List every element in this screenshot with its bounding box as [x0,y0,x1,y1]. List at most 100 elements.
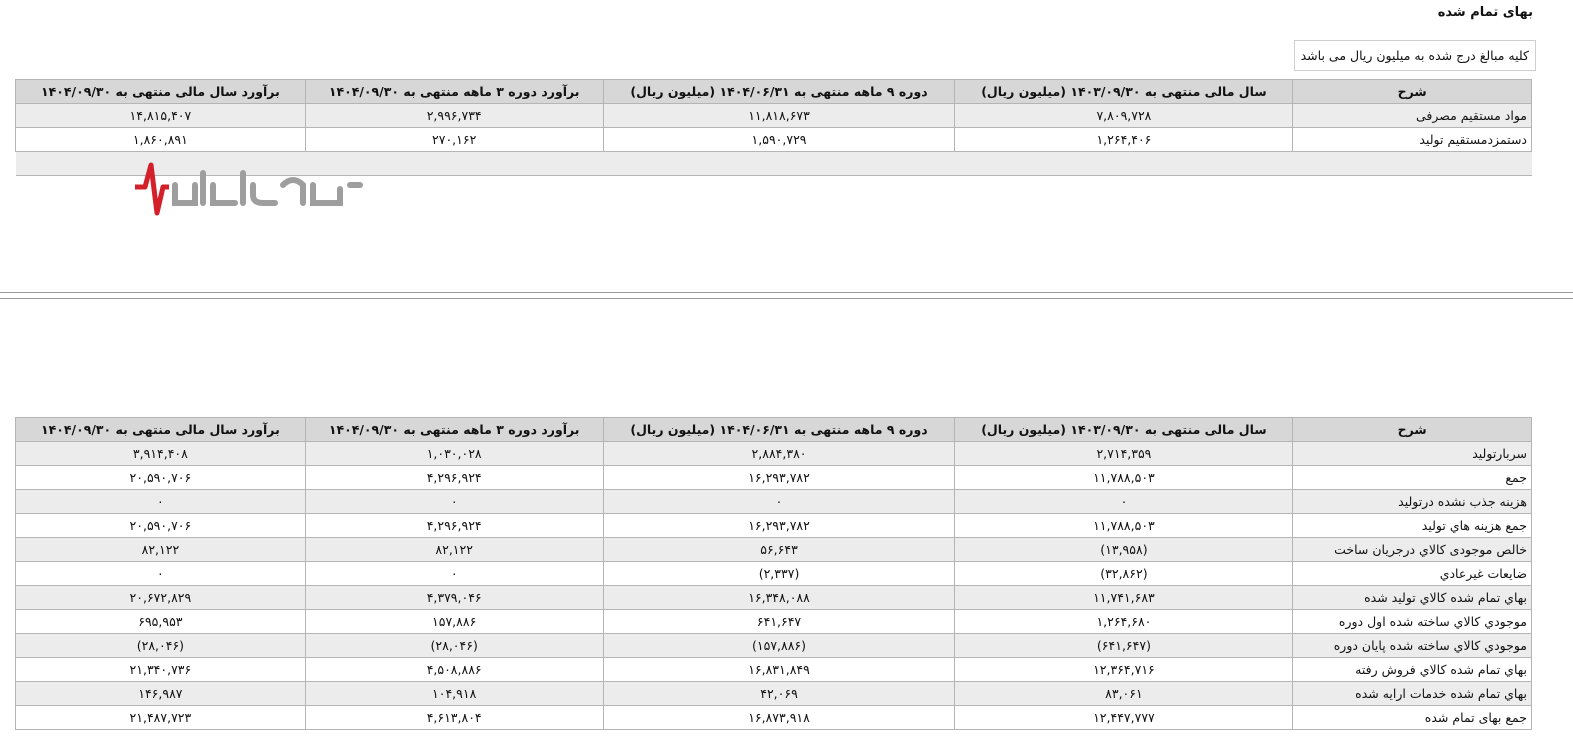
row-label: موجودي كالاي ساخته شده اول دوره [1292,609,1532,634]
table-cell: ۱,۵۹۰,۷۲۹ [602,127,956,152]
row-label: خالص موجودی كالاي درجريان ساخت [1292,537,1532,562]
table-cell: ۱۰۴,۹۱۸ [304,681,604,706]
table-header-row: شرح سال مالی منتهی به ۱۴۰۳/۰۹/۳۰ (میلیون… [15,79,1532,104]
cost-of-goods-table: شرح سال مالی منتهی به ۱۴۰۳/۰۹/۳۰ (میلیون… [15,417,1532,730]
table-cell: ۸۲,۱۲۲ [304,537,604,562]
table-footer-cell [15,151,1532,176]
row-label: بهاي تمام شده خدمات ارايه شده [1292,681,1532,706]
table-row: بهاي تمام شده كالاي فروش رفته ۱۲,۳۶۴,۷۱۶ ۱… [15,657,1532,682]
column-header-9month-1404: دوره ۹ ماهه منتهی به ۱۴۰۴/۰۶/۳۱ (میلیون … [602,417,956,442]
table-cell: ۰ [304,489,604,514]
table-cell: ۲,۹۹۶,۷۳۴ [304,103,604,128]
table-cell: ۱۱,۷۴۱,۶۸۳ [954,585,1294,610]
table-cell: (۲۸,۰۴۶) [304,633,604,658]
table-cell: ۴۲,۰۶۹ [602,681,956,706]
table-cell: ۴,۲۹۶,۹۲۴ [304,513,604,538]
table-footer-row [15,151,1532,176]
table-cell: ۲۱,۳۴۰,۷۳۶ [15,657,306,682]
table-cell: ۳,۹۱۴,۴۰۸ [15,441,306,466]
row-label: مواد مستقیم مصرفی [1292,103,1532,128]
table-row: بهاي تمام شده كالاي توليد شده ۱۱,۷۴۱,۶۸۳ ۱… [15,585,1532,610]
row-label: بهاي تمام شده كالاي توليد شده [1292,585,1532,610]
table-row: سربارتولید ۲,۷۱۴,۳۵۹ ۲,۸۸۴,۳۸۰ ۱,۰۳۰,۰۲۸ ۳,۹… [15,441,1532,466]
table-cell: (۱۳,۹۵۸) [954,537,1294,562]
table-cell: (۶۴۱,۶۴۷) [954,633,1294,658]
table-cell: ۷,۸۰۹,۷۲۸ [954,103,1294,128]
table-row: خالص موجودی كالاي درجريان ساخت (۱۳,۹۵۸) ۵۶… [15,537,1532,562]
table-row: بهاي تمام شده خدمات ارايه شده ۸۳,۰۶۱ ۴۲,۰۶… [15,681,1532,706]
row-label: بهاي تمام شده كالاي فروش رفته [1292,657,1532,682]
table-cell: ۱۱,۸۱۸,۶۷۳ [602,103,956,128]
row-label: جمع بهای تمام شده [1292,705,1532,730]
table-cell: (۲,۳۳۷) [602,561,956,586]
table-cell: ۴,۲۹۶,۹۲۴ [304,465,604,490]
table-body: سربارتولید ۲,۷۱۴,۳۵۹ ۲,۸۸۴,۳۸۰ ۱,۰۳۰,۰۲۸ ۳,۹… [15,441,1532,730]
table-cell: ۲۰,۵۹۰,۷۰۶ [15,465,306,490]
row-label: سربارتولید [1292,441,1532,466]
column-header-fy1403: سال مالی منتهی به ۱۴۰۳/۰۹/۳۰ (میلیون ریا… [954,79,1294,104]
column-header-description: شرح [1292,79,1532,104]
table-cell: ۲۰,۵۹۰,۷۰۶ [15,513,306,538]
table-cell: ۲,۷۱۴,۳۵۹ [954,441,1294,466]
table-row: موجودي كالاي ساخته شده پايان دوره (۶۴۱,۶۴… [15,633,1532,658]
direct-costs-table: شرح سال مالی منتهی به ۱۴۰۳/۰۹/۳۰ (میلیون… [15,79,1532,176]
table-cell: ۱۶,۲۹۳,۷۸۲ [602,465,956,490]
column-header-fy1403: سال مالی منتهی به ۱۴۰۳/۰۹/۳۰ (میلیون ریا… [954,417,1294,442]
table-cell: ۵۶,۶۴۳ [602,537,956,562]
row-label: دستمزدمستقیم تولید [1292,127,1532,152]
table-cell: ۱۴۶,۹۸۷ [15,681,306,706]
page-title: بهای تمام شده [1437,5,1533,20]
column-header-fy1404-estimate: برآورد سال مالی منتهی به ۱۴۰۴/۰۹/۳۰ [15,79,306,104]
table-cell: ۱۵۷,۸۸۶ [304,609,604,634]
table-row: جمع هزينه هاي توليد ۱۱,۷۸۸,۵۰۳ ۱۶,۲۹۳,۷۸۲ ۴… [15,513,1532,538]
table-cell: ۱,۸۶۰,۸۹۱ [15,127,306,152]
table-cell: ۰ [15,489,306,514]
table-cell: ۸۲,۱۲۲ [15,537,306,562]
row-label: موجودي كالاي ساخته شده پايان دوره [1292,633,1532,658]
row-label: ضايعات غيرعادي [1292,561,1532,586]
table-cell: ۴,۳۷۹,۰۴۶ [304,585,604,610]
table-cell: ۲۱,۴۸۷,۷۲۳ [15,705,306,730]
table-body: مواد مستقیم مصرفی ۷,۸۰۹,۷۲۸ ۱۱,۸۱۸,۶۷۳ ۲,۹۹… [15,103,1532,176]
table-cell: (۱۵۷,۸۸۶) [602,633,956,658]
units-note: کلیه مبالغ درج شده به میلیون ریال می باش… [1293,40,1536,71]
table-cell: (۲۸,۰۴۶) [15,633,306,658]
table-cell: ۱۶,۸۳۱,۸۴۹ [602,657,956,682]
table-cell: ۰ [15,561,306,586]
table-row: مواد مستقیم مصرفی ۷,۸۰۹,۷۲۸ ۱۱,۸۱۸,۶۷۳ ۲,۹۹… [15,103,1532,128]
row-label: جمع [1292,465,1532,490]
column-header-9month-1404: دوره ۹ ماهه منتهی به ۱۴۰۴/۰۶/۳۱ (میلیون … [602,79,956,104]
table-cell: ۱۲,۳۶۴,۷۱۶ [954,657,1294,682]
column-header-3month-estimate: برآورد دوره ۳ ماهه منتهی به ۱۴۰۴/۰۹/۳۰ [304,417,604,442]
table-cell: ۰ [602,489,956,514]
table-cell: ۲,۸۸۴,۳۸۰ [602,441,956,466]
table-row: هزینه جذب نشده درتولید ۰ ۰ ۰ ۰ [15,489,1532,514]
table-cell: ۱۲,۴۴۷,۷۷۷ [954,705,1294,730]
row-label: هزینه جذب نشده درتولید [1292,489,1532,514]
table-cell: ۱,۰۳۰,۰۲۸ [304,441,604,466]
heartbeat-line-icon [135,162,169,216]
table-cell: ۸۳,۰۶۱ [954,681,1294,706]
news-logo-watermark [135,162,363,216]
table-cell: ۱۶,۲۹۳,۷۸۲ [602,513,956,538]
table-cell: ۱,۲۶۴,۴۰۶ [954,127,1294,152]
row-label: جمع هزينه هاي توليد [1292,513,1532,538]
table-cell: ۱۱,۷۸۸,۵۰۳ [954,513,1294,538]
logo-letterforms [172,170,363,206]
table-cell: ۱۱,۷۸۸,۵۰۳ [954,465,1294,490]
column-header-description: شرح [1292,417,1532,442]
table-cell: ۱۶,۳۴۸,۰۸۸ [602,585,956,610]
table-row: ضايعات غيرعادي (۳۲,۸۶۲) (۲,۳۳۷) ۰ ۰ [15,561,1532,586]
table-row: دستمزدمستقیم تولید ۱,۲۶۴,۴۰۶ ۱,۵۹۰,۷۲۹ ۲۷۰,… [15,127,1532,152]
table-cell: ۶۴۱,۶۴۷ [602,609,956,634]
table-header-row: شرح سال مالی منتهی به ۱۴۰۳/۰۹/۳۰ (میلیون… [15,417,1532,442]
table-cell: (۳۲,۸۶۲) [954,561,1294,586]
table-cell: ۲۷۰,۱۶۲ [304,127,604,152]
table-cell: ۰ [304,561,604,586]
section-divider [0,292,1573,299]
table-cell: ۱۴,۸۱۵,۴۰۷ [15,103,306,128]
table-row: جمع بهای تمام شده ۱۲,۴۴۷,۷۷۷ ۱۶,۸۷۳,۹۱۸ ۴,۶… [15,705,1532,730]
table-row: موجودي كالاي ساخته شده اول دوره ۱,۲۶۴,۶۸۰… [15,609,1532,634]
table-cell: ۴,۵۰۸,۸۸۶ [304,657,604,682]
table-cell: ۲۰,۶۷۲,۸۲۹ [15,585,306,610]
